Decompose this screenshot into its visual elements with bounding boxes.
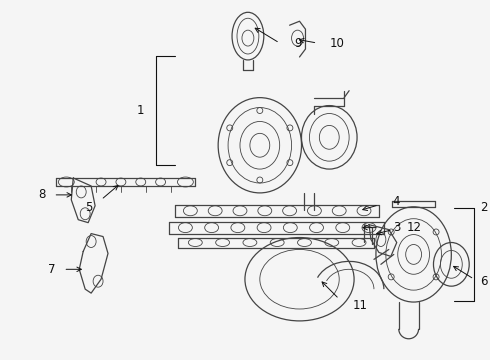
Text: 6: 6 bbox=[480, 275, 488, 288]
Text: 9: 9 bbox=[294, 37, 302, 50]
Text: 4: 4 bbox=[393, 195, 400, 208]
Text: 8: 8 bbox=[38, 188, 45, 201]
Text: 2: 2 bbox=[480, 201, 488, 214]
Text: 5: 5 bbox=[85, 201, 93, 214]
Text: 11: 11 bbox=[353, 298, 368, 311]
Text: 3: 3 bbox=[393, 221, 400, 234]
Text: 10: 10 bbox=[329, 37, 344, 50]
Text: 7: 7 bbox=[48, 263, 55, 276]
Text: 1: 1 bbox=[137, 104, 145, 117]
Text: 12: 12 bbox=[407, 221, 422, 234]
